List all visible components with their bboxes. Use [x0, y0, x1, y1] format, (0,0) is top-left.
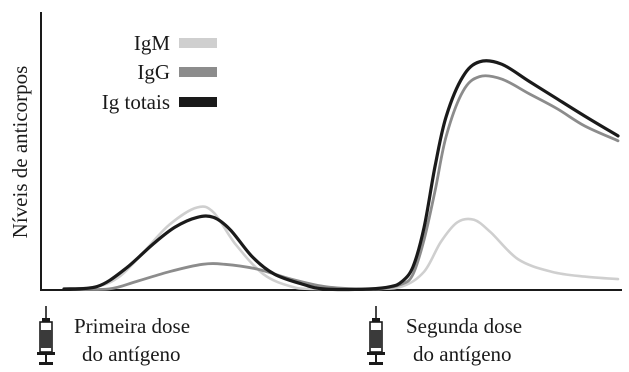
second-dose-annotation: Segunda dose do antígeno [367, 306, 522, 366]
first-dose-line-1: Primeira dose [74, 314, 190, 338]
series-line-ig-totais [62, 59, 620, 292]
second-dose-line-2: do antígeno [413, 342, 512, 366]
legend-swatch-igm [179, 38, 217, 48]
legend-label-igm: IgM [134, 31, 170, 55]
syringe-icon [37, 306, 55, 365]
legend-swatch-ig-totais [179, 97, 217, 107]
series-line-igg [62, 74, 620, 291]
legend-swatch-igg [179, 67, 217, 77]
syringe-icon [367, 306, 385, 365]
legend: IgM IgG Ig totais [102, 31, 217, 114]
legend-label-ig-totais: Ig totais [102, 90, 170, 114]
legend-label-igg: IgG [137, 60, 170, 84]
second-dose-line-1: Segunda dose [406, 314, 522, 338]
first-dose-annotation: Primeira dose do antígeno [37, 306, 190, 366]
dose-annotations: Primeira dose do antígeno Segunda dose d… [37, 306, 522, 366]
first-dose-line-2: do antígeno [82, 342, 181, 366]
y-axis-label: Níveis de anticorpos [8, 66, 32, 239]
series-layer [62, 59, 620, 292]
